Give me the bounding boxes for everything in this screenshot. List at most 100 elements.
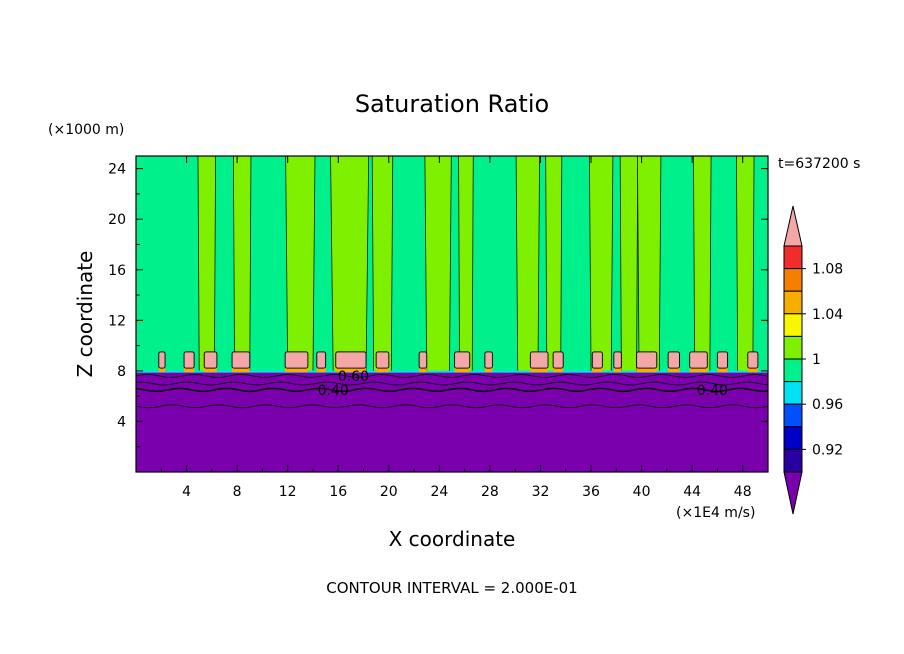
column-13 (736, 156, 755, 373)
y-axis-label: Z coordinate (73, 251, 97, 378)
cap-4 (284, 351, 309, 369)
colorbar-band-4 (783, 335, 803, 360)
y-unit-label: (×1000 m) (48, 122, 124, 138)
column-4 (371, 156, 394, 373)
x-unit-label: (×1E4 m/s) (676, 505, 755, 521)
cap-rim-14 (613, 366, 622, 373)
column-9 (589, 156, 614, 373)
cap-14 (613, 351, 622, 369)
cap-9 (454, 351, 471, 369)
colorbar-label-1: 1.04 (812, 307, 843, 323)
cap-rim-6 (335, 366, 367, 373)
plot-area (136, 156, 768, 472)
x-tick-label-4: 4 (182, 484, 191, 500)
cap-rim-11 (530, 366, 549, 373)
cap-rim-9 (454, 366, 470, 373)
cap-11 (529, 351, 549, 369)
cap-8 (418, 351, 428, 369)
column-8 (545, 156, 563, 373)
cap-rim-5 (316, 366, 326, 373)
cap-6 (335, 351, 367, 369)
cap-2 (203, 351, 218, 369)
cap-15 (636, 351, 658, 369)
contour-label-2: 0.40 (697, 383, 728, 399)
x-tick-label-16: 16 (329, 484, 347, 500)
contour-label-1: 0.40 (318, 383, 349, 399)
colorbar-band-1 (783, 268, 803, 292)
plot-overlay: 0.600.40 0.404 8 12 16 20 24 28 32 36 40 44 48481216… (108, 155, 769, 500)
cap-rim-4 (285, 366, 308, 373)
x-tick-label-36: 36 (582, 484, 600, 500)
plot-frame (135, 155, 769, 473)
cap-0 (158, 351, 166, 369)
y-tick-label-24: 24 (108, 162, 126, 178)
column-5 (424, 156, 452, 373)
y-tick-label-8: 8 (117, 364, 126, 380)
column-10 (619, 156, 639, 373)
column-12 (693, 156, 712, 373)
cap-18 (716, 351, 729, 369)
cap-rim-18 (717, 366, 728, 373)
colorbar-band-7 (783, 403, 803, 428)
cap-19 (747, 351, 759, 369)
time-label: t=637200 s (778, 156, 860, 172)
colorbar-label-2: 1 (812, 352, 821, 368)
cap-17 (689, 351, 708, 369)
colorbar-band-9 (783, 448, 803, 473)
colorbar-band-0 (783, 245, 803, 270)
cap-rim-2 (204, 366, 217, 373)
colorbar-band-6 (783, 381, 803, 405)
y-tick-label-4: 4 (117, 414, 126, 430)
column-7 (515, 156, 540, 373)
cap-rim-7 (376, 366, 389, 373)
cap-rim-3 (232, 366, 250, 373)
cap-rim-12 (553, 366, 564, 373)
column-11 (637, 156, 662, 373)
colorbar: 1.08 1.04 1 0.96 0.92 (783, 205, 843, 515)
x-tick-label-8: 8 (233, 484, 242, 500)
column-3 (330, 156, 370, 373)
x-tick-label-32: 32 (532, 484, 550, 500)
colorbar-top-arrow (783, 205, 803, 247)
cap-13 (591, 351, 603, 369)
colorbar-label-4: 0.92 (812, 442, 843, 458)
contour-line-1 (136, 381, 768, 386)
cap-5 (316, 351, 327, 369)
cap-rim-8 (419, 366, 427, 373)
x-tick-label-20: 20 (380, 484, 398, 500)
background-field (136, 156, 768, 373)
column-1 (232, 156, 252, 373)
y-tick-label-16: 16 (108, 263, 126, 279)
x-tick-label-40: 40 (633, 484, 651, 500)
cap-rim-15 (636, 366, 657, 373)
chart-title: Saturation Ratio (355, 90, 549, 118)
column-0 (197, 156, 216, 373)
cap-rim-16 (668, 366, 680, 373)
cap-10 (484, 351, 493, 369)
column-2 (285, 156, 316, 373)
colorbar-band-5 (783, 358, 803, 383)
cap-rim-10 (484, 366, 493, 373)
x-tick-label-12: 12 (279, 484, 297, 500)
column-6 (458, 156, 474, 373)
colorbar-bottom-arrow (783, 471, 803, 515)
cap-12 (552, 351, 564, 369)
dry-layer (136, 372, 768, 472)
colorbar-band-2 (783, 290, 803, 315)
cap-1 (183, 351, 195, 369)
x-axis-label: X coordinate (389, 527, 516, 551)
colorbar-band-3 (783, 313, 803, 337)
cap-7 (375, 351, 390, 369)
colorbar-label-0: 1.08 (812, 262, 843, 278)
cap-rim-17 (689, 366, 708, 373)
cap-rim-13 (592, 366, 603, 373)
colorbar-band-8 (783, 426, 803, 450)
contour-line-3 (136, 404, 768, 409)
x-tick-label-24: 24 (430, 484, 448, 500)
y-tick-label-12: 12 (108, 313, 126, 329)
cap-3 (231, 351, 251, 369)
x-tick-label-48: 48 (734, 484, 752, 500)
cap-16 (667, 351, 681, 369)
contour-line-2 (136, 387, 768, 393)
